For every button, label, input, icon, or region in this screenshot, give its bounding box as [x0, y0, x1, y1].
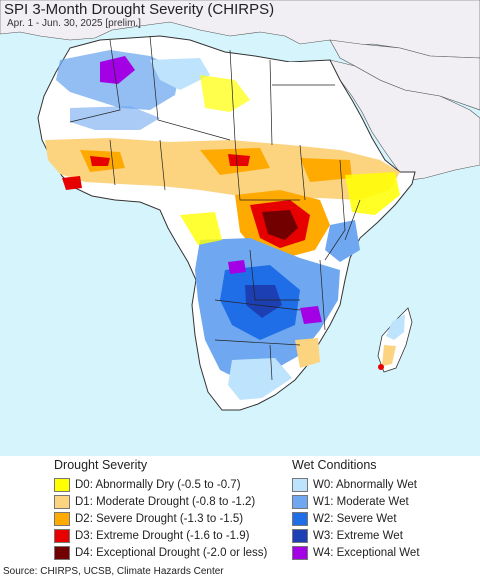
source-attribution: Source: CHIRPS, UCSB, Climate Hazards Ce…	[3, 566, 224, 577]
d4-label: D4: Exceptional Drought (-2.0 or less)	[75, 546, 268, 559]
legend-item-d0: D0: Abnormally Dry (-0.5 to -0.7)	[54, 476, 267, 493]
sahara-yellow	[200, 75, 250, 112]
sahel-west-wet	[70, 106, 160, 130]
madagascar-dry	[382, 345, 396, 366]
d2-swatch	[54, 511, 70, 526]
legend-item-w3: W3: Extreme Wet	[292, 527, 420, 544]
w2-swatch	[292, 511, 308, 526]
w3-label: W3: Extreme Wet	[313, 529, 403, 542]
d0-label: D0: Abnormally Dry (-0.5 to -0.7)	[75, 478, 241, 491]
west-coast-extreme	[62, 176, 82, 190]
d1-swatch	[54, 494, 70, 509]
legend-item-d2: D2: Severe Drought (-1.3 to -1.5)	[54, 510, 267, 527]
africa-drought-map	[0, 0, 480, 456]
wet-legend-heading: Wet Conditions	[292, 458, 377, 472]
legend-item-d3: D3: Extreme Drought (-1.6 to -1.9)	[54, 527, 267, 544]
wet-legend: Wet Conditions W0: Abnormally Wet W1: Mo…	[292, 458, 420, 561]
country-borders	[69, 35, 361, 381]
legend-item-w0: W0: Abnormally Wet	[292, 476, 420, 493]
w4-label: W4: Exceptional Wet	[313, 546, 420, 559]
legend-item-d4: D4: Exceptional Drought (-2.0 or less)	[54, 544, 267, 561]
w2-label: W2: Severe Wet	[313, 512, 397, 525]
w0-label: W0: Abnormally Wet	[313, 478, 417, 491]
legend-item-d1: D1: Moderate Drought (-0.8 to -1.2)	[54, 493, 267, 510]
d0-swatch	[54, 477, 70, 492]
drought-legend-heading: Drought Severity	[54, 458, 148, 472]
legend-item-w2: W2: Severe Wet	[292, 510, 420, 527]
w3-swatch	[292, 528, 308, 543]
map-title: SPI 3-Month Drought Severity (CHIRPS)	[4, 1, 275, 18]
d3-label: D3: Extreme Drought (-1.6 to -1.9)	[75, 529, 250, 542]
d4-swatch	[54, 545, 70, 560]
w0-swatch	[292, 477, 308, 492]
middle-east	[329, 39, 480, 111]
drought-legend: Drought Severity D0: Abnormally Dry (-0.…	[54, 458, 267, 561]
legend: Drought Severity D0: Abnormally Dry (-0.…	[0, 456, 480, 562]
libya-egypt-light	[260, 62, 335, 95]
south-africa-dry-patch	[295, 338, 320, 368]
legend-item-w4: W4: Exceptional Wet	[292, 544, 420, 561]
sahel-extreme-patches	[90, 154, 250, 166]
madagascar-wet	[386, 314, 405, 340]
legend-item-w1: W1: Moderate Wet	[292, 493, 420, 510]
east-africa-wet	[325, 220, 360, 262]
sahel-severe-patches	[80, 148, 352, 182]
w1-label: W1: Moderate Wet	[313, 495, 409, 508]
w4-swatch	[292, 545, 308, 560]
gulf-of-guinea-yellow	[180, 212, 222, 245]
w1-swatch	[292, 494, 308, 509]
madagascar-extreme-drought	[378, 364, 384, 370]
nw-blue-streak	[150, 58, 210, 90]
central-africa-exceptional	[262, 210, 298, 240]
map-subtitle: Apr. 1 - Jun. 30, 2025 [prelim.]	[7, 18, 141, 29]
mozambique-exceptional-wet	[300, 306, 322, 324]
south-africa-light-wet	[228, 358, 292, 400]
d3-swatch	[54, 528, 70, 543]
d2-label: D2: Severe Drought (-1.3 to -1.5)	[75, 512, 244, 525]
morocco-exceptional-wet	[100, 56, 135, 84]
angola-exceptional-wet	[228, 260, 246, 274]
d1-label: D1: Moderate Drought (-0.8 to -1.2)	[75, 495, 256, 508]
